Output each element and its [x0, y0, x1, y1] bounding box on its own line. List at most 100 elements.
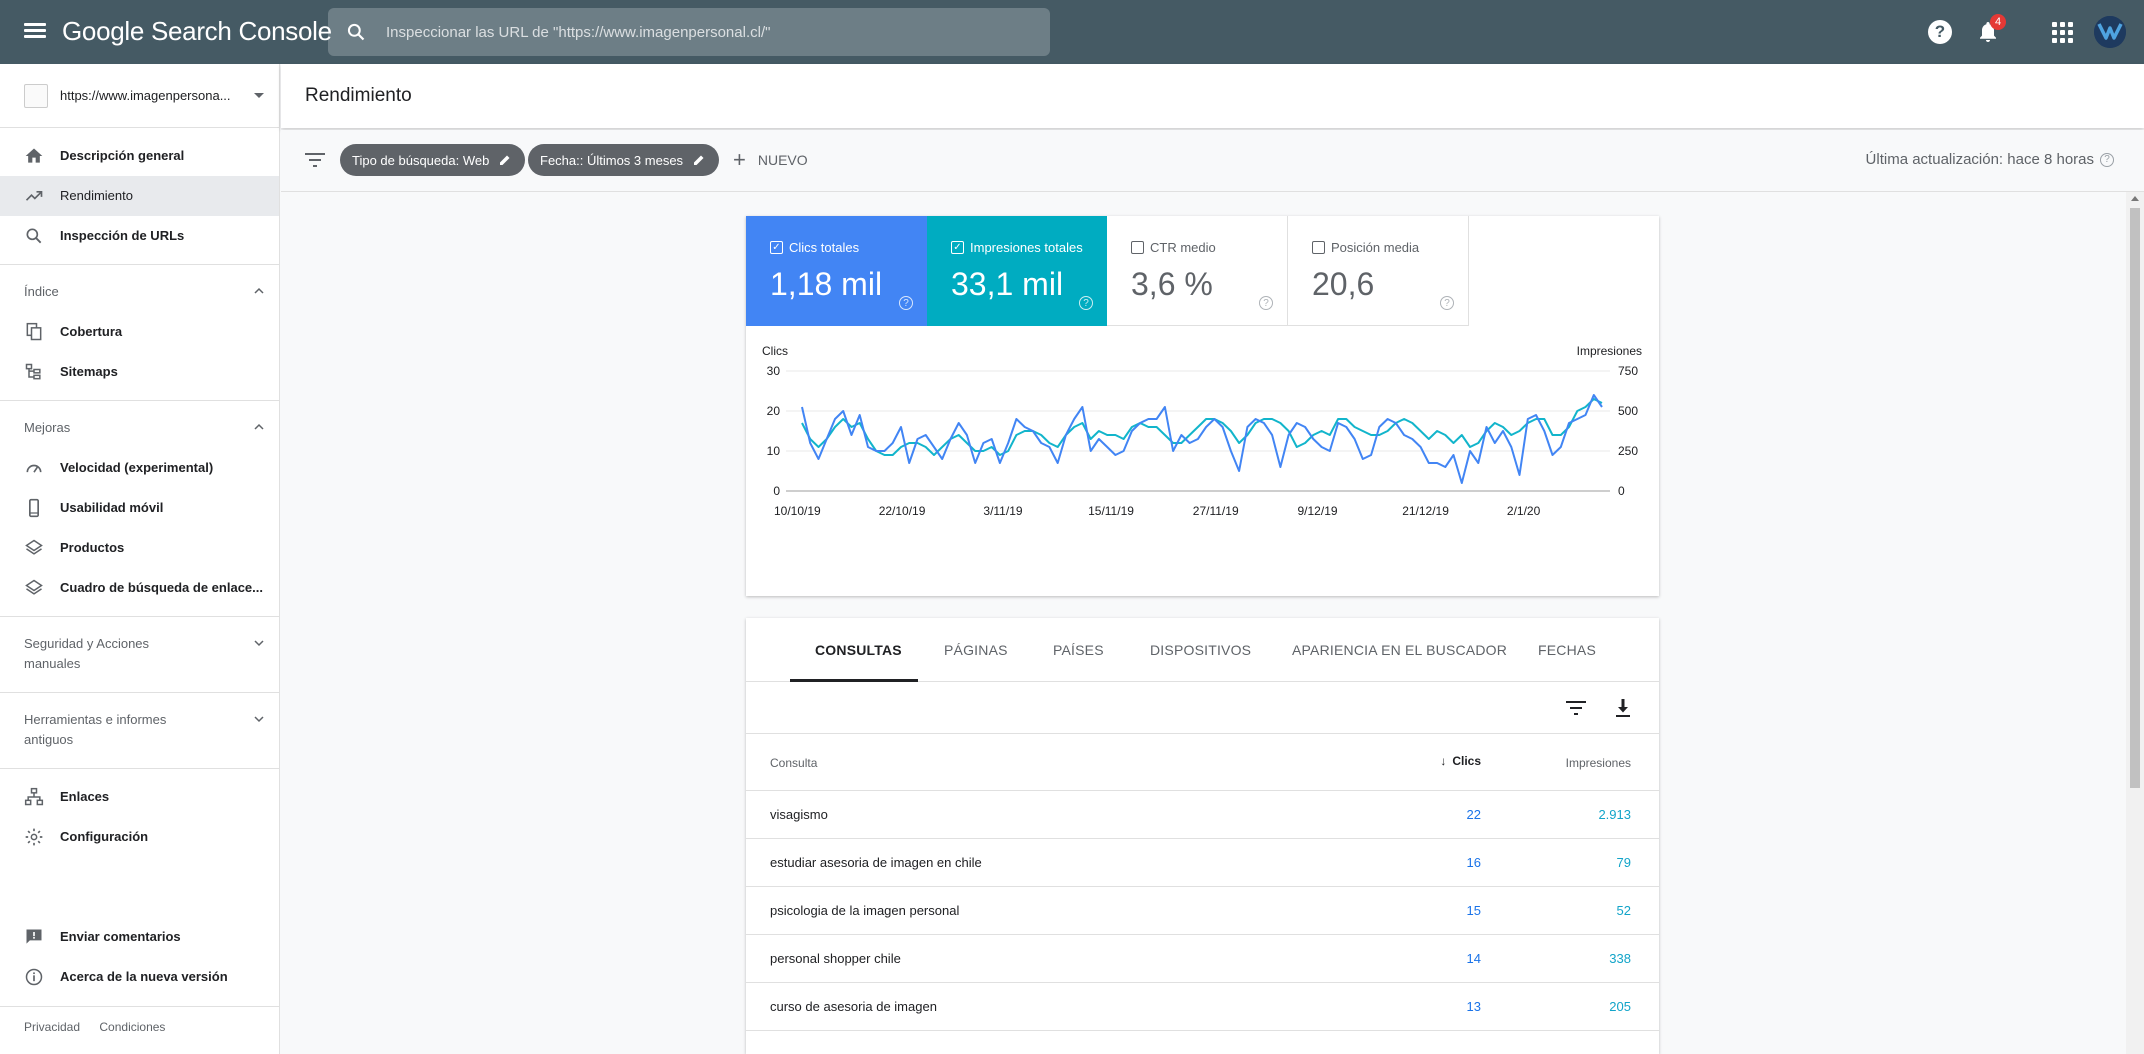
metric-value: 20,6 — [1312, 266, 1375, 302]
help-icon: ? — [1928, 20, 1952, 44]
sidebar-divider — [0, 400, 279, 401]
tab-dates[interactable]: FECHAS — [1538, 642, 1596, 658]
checkbox-unchecked-icon[interactable] — [1312, 241, 1325, 254]
metric-value: 33,1 mil — [951, 266, 1064, 302]
table-row[interactable]: psicologia de la imagen personal 15 52 — [746, 887, 1659, 935]
metric-total-impressions[interactable]: ✓ Impresiones totales 33,1 mil ? — [927, 216, 1107, 326]
checkbox-unchecked-icon[interactable] — [1131, 241, 1144, 254]
sidebar-item-overview[interactable]: Descripción general — [0, 136, 279, 176]
series-line-clicks[interactable] — [801, 394, 1603, 484]
metric-average-position[interactable]: Posición media 20,6 ? — [1288, 216, 1469, 326]
performance-card: ✓ Clics totales 1,18 mil ? ✓ Impresiones t… — [746, 216, 1659, 596]
dropdown-arrow-icon — [254, 93, 264, 98]
date-range-chip[interactable]: Fecha:: Últimos 3 meses — [528, 144, 720, 176]
help-icon[interactable]: ? — [1079, 296, 1093, 310]
search-input[interactable] — [386, 16, 1026, 48]
top-app-bar: Google Search Console ? 4 — [0, 0, 2144, 64]
page-scrollbar[interactable] — [2126, 192, 2144, 1054]
sidebar-item-settings[interactable]: Configuración — [0, 817, 279, 857]
y-axis-label-impressions: Impresiones — [1577, 344, 1642, 358]
sidebar-item-feedback[interactable]: Enviar comentarios — [0, 917, 279, 957]
metric-average-ctr[interactable]: CTR medio 3,6 % ? — [1107, 216, 1288, 326]
metric-value: 1,18 mil — [770, 266, 883, 302]
sidebar-item-label: Sitemaps — [60, 364, 118, 379]
search-type-chip[interactable]: Tipo de búsqueda: Web — [340, 144, 526, 176]
x-tick-label: 3/11/19 — [983, 504, 1022, 518]
sidebar-item-label: Rendimiento — [60, 188, 133, 203]
sidebar-item-performance[interactable]: Rendimiento — [0, 176, 279, 216]
sidebar-divider — [0, 692, 279, 693]
feedback-icon — [26, 929, 42, 944]
impressions-cell: 205 — [1609, 999, 1631, 1014]
scroll-up-arrow-icon[interactable] — [2131, 196, 2139, 201]
filter-icon[interactable] — [1566, 700, 1586, 716]
table-row[interactable]: personal shopper chile 14 338 — [746, 935, 1659, 983]
section-enhancements-header[interactable]: Mejoras — [24, 418, 264, 438]
help-icon[interactable]: ? — [1259, 296, 1273, 310]
sidebar-item-products[interactable]: Productos — [0, 528, 279, 568]
home-icon — [25, 148, 43, 163]
checkbox-checked-icon[interactable]: ✓ — [770, 241, 783, 254]
download-icon[interactable] — [1614, 698, 1632, 718]
app-logo[interactable]: Google Search Console — [62, 16, 332, 46]
tab-countries[interactable]: PAÍSES — [1053, 642, 1104, 658]
table-row[interactable] — [746, 1031, 1659, 1054]
section-legacy-tools-header[interactable]: Herramientas e informes antiguos — [24, 710, 264, 750]
notifications-button[interactable]: 4 — [1974, 14, 2006, 46]
help-button[interactable]: ? — [1926, 18, 1954, 46]
checkbox-checked-icon[interactable]: ✓ — [951, 241, 964, 254]
property-favicon-icon — [24, 84, 48, 108]
menu-icon[interactable] — [22, 20, 48, 44]
column-header-query[interactable]: Consulta — [770, 756, 818, 770]
section-security-header[interactable]: Seguridad y Acciones manuales — [24, 634, 264, 674]
tab-devices[interactable]: DISPOSITIVOS — [1150, 642, 1252, 658]
sidebar-item-label: Enlaces — [60, 789, 110, 804]
url-inspection-search[interactable] — [328, 8, 1050, 56]
x-tick-label: 21/12/19 — [1402, 504, 1449, 518]
metric-value: 3,6 % — [1131, 266, 1213, 302]
sidebar-item-coverage[interactable]: Cobertura — [0, 312, 279, 352]
table-row[interactable]: estudiar asesoria de imagen en chile 16 79 — [746, 839, 1659, 887]
sidebar-item-sitelinks-searchbox[interactable]: Cuadro de búsqueda de enlace... — [0, 568, 279, 608]
sidebar-item-label: Productos — [60, 540, 125, 555]
sidebar-item-sitemaps[interactable]: Sitemaps — [0, 352, 279, 392]
performance-chart[interactable]: Clics Impresiones 30 750 20 500 10 250 0 0 10/10… — [746, 336, 1659, 596]
tab-search-appearance[interactable]: APARIENCIA EN EL BUSCADOR — [1292, 642, 1508, 658]
series-line-impressions[interactable] — [801, 398, 1603, 456]
sort-arrow-down-icon: ↓ — [1440, 754, 1447, 768]
sidebar-item-mobile-usability[interactable]: Usabilidad móvil — [0, 488, 279, 528]
section-index-header[interactable]: Índice — [24, 282, 264, 302]
tab-queries[interactable]: CONSULTAS — [815, 642, 902, 658]
privacy-link[interactable]: Privacidad — [24, 1020, 81, 1034]
column-header-impressions[interactable]: Impresiones — [1565, 756, 1631, 770]
column-header-clicks[interactable]: ↓ Clics — [1440, 754, 1481, 768]
sidebar-item-about[interactable]: Acerca de la nueva versión — [0, 957, 279, 997]
search-icon — [347, 23, 365, 41]
sidebar-item-url-inspection[interactable]: Inspección de URLs — [0, 216, 279, 256]
metric-label: Impresiones totales — [970, 240, 1083, 255]
tab-pages[interactable]: PÁGINAS — [944, 642, 1008, 658]
sidebar-item-label: Acerca de la nueva versión — [60, 969, 228, 984]
property-selector[interactable]: https://www.imagenpersona... — [0, 64, 280, 128]
terms-link[interactable]: Condiciones — [99, 1020, 166, 1034]
y-right-tick-label: 750 — [1618, 364, 1638, 378]
table-row[interactable]: visagismo 22 2.913 — [746, 791, 1659, 839]
y-axis-label-clicks: Clics — [762, 344, 788, 358]
table-row[interactable]: curso de asesoria de imagen 13 205 — [746, 983, 1659, 1031]
help-icon[interactable]: ? — [1440, 296, 1454, 310]
new-filter-button[interactable]: + NUEVO — [733, 149, 808, 171]
filter-bar: Tipo de búsqueda: Web Fecha:: Últimos 3 … — [281, 130, 2144, 192]
help-icon[interactable]: ? — [2100, 152, 2114, 167]
sidebar-item-links[interactable]: Enlaces — [0, 777, 279, 817]
metric-total-clicks[interactable]: ✓ Clics totales 1,18 mil ? — [746, 216, 927, 326]
apps-button[interactable] — [2048, 18, 2076, 46]
new-filter-label: NUEVO — [757, 152, 808, 168]
scrollbar-thumb[interactable] — [2130, 208, 2140, 788]
filter-icon[interactable] — [305, 152, 325, 168]
account-avatar[interactable] — [2094, 16, 2126, 48]
y-right-tick-label: 0 — [1618, 484, 1625, 498]
layers-icon — [25, 579, 43, 595]
smartphone-icon — [29, 498, 39, 518]
sidebar-item-speed[interactable]: Velocidad (experimental) — [0, 448, 279, 488]
help-icon[interactable]: ? — [899, 296, 913, 310]
